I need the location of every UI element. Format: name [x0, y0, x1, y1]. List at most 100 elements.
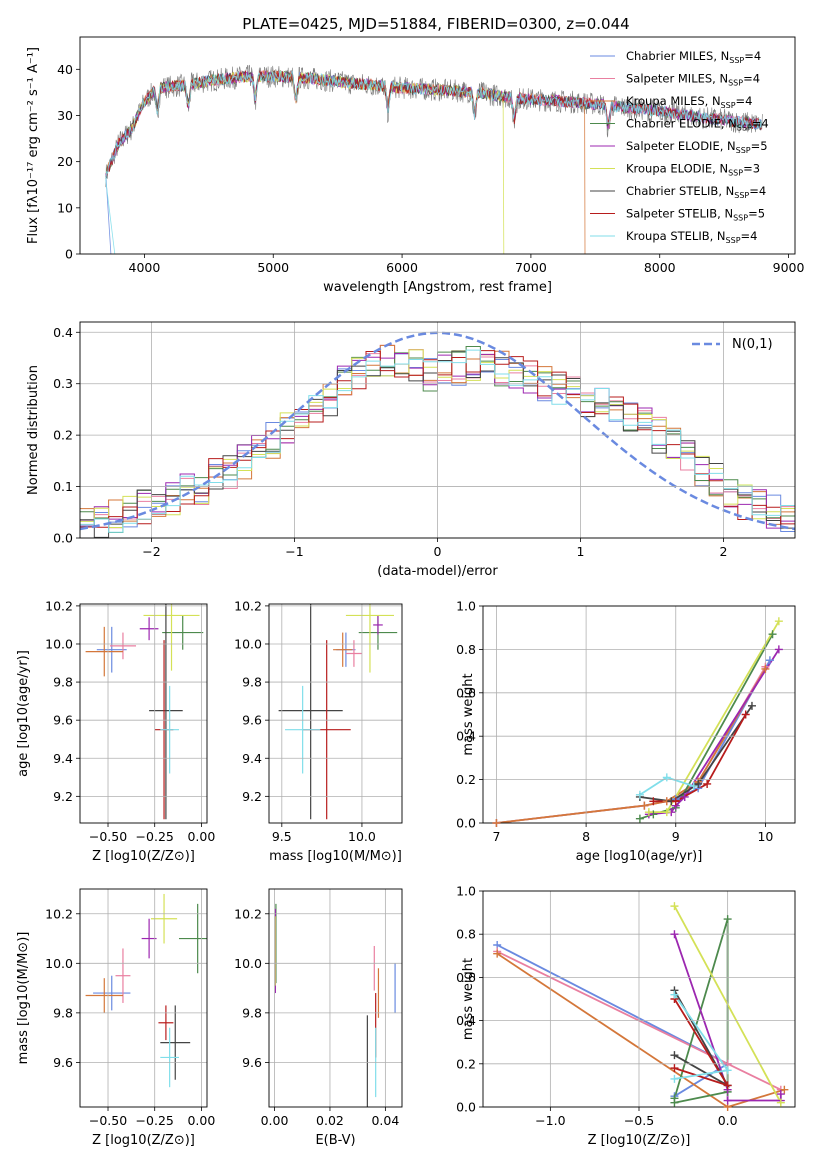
x-axis-label: wavelength [Angstrom, rest frame]: [323, 280, 552, 295]
x-tick-label: 4000: [129, 260, 161, 275]
x-tick-label: −0.50: [89, 1113, 127, 1128]
plus-marker: [670, 1051, 679, 1060]
x-tick-label: −1.0: [535, 1113, 565, 1128]
y-tick-label: 0.4: [53, 325, 73, 340]
plus-marker: [723, 1066, 732, 1075]
x-tick-label: 9000: [773, 260, 805, 275]
axes-spectrum: 4000 5000 6000 7000 8000 9000 0 10 20 30 40 wavelen…: [26, 36, 805, 295]
plus-marker: [689, 782, 698, 791]
x-axis-label: mass [log10(M/M⊙)]: [269, 849, 402, 864]
x-tick-label: 10.0: [348, 829, 376, 844]
axes-mass-weight-vs-age: 7 8 9 10 0.0 0.2 0.4 0.6 0.8 1.0 age [log10(age/yr…: [456, 599, 796, 864]
y-tick-label: 0.0: [53, 531, 73, 546]
legend-label: Salpeter ELODIE, NSSP=5: [626, 139, 768, 155]
y-tick-label: 10.0: [45, 956, 73, 971]
mass-weight-line: [648, 620, 780, 813]
axes-mass-vs-EBV: 0.00 0.02 0.04 9.6 9.8 10.0 10.2 E(B-V): [234, 888, 403, 1148]
x-axis-label: Z [log10(Z/Z⊙)]: [92, 849, 195, 864]
y-tick-label: 0.1: [53, 479, 73, 494]
plus-marker: [493, 949, 502, 958]
legend-label: N(0,1): [732, 337, 773, 352]
x-axis-label: Z [log10(Z/Z⊙)]: [92, 1133, 195, 1148]
plus-marker: [780, 1085, 789, 1094]
y-tick-label: 9.8: [242, 1005, 262, 1020]
axes-frame: [79, 888, 208, 1108]
plus-marker: [694, 779, 703, 788]
y-tick-label: 0.4: [456, 729, 476, 744]
x-tick-label: −0.50: [89, 829, 127, 844]
plus-marker: [670, 1074, 679, 1083]
x-axis-label: (data-model)/error: [377, 564, 498, 579]
plus-marker: [723, 915, 732, 924]
mass-weight-line: [496, 952, 785, 1107]
y-tick-label: 9.2: [242, 789, 262, 804]
plus-marker: [774, 645, 783, 654]
plus-marker: [776, 1090, 785, 1099]
plus-marker: [747, 701, 756, 710]
y-tick-label: 9.8: [242, 675, 262, 690]
y-tick-label: 0: [65, 247, 73, 262]
y-tick-label: 9.2: [53, 789, 73, 804]
plus-marker: [662, 773, 671, 782]
y-tick-label: 10.0: [234, 636, 262, 651]
model-spectrum-line: [105, 69, 586, 254]
x-tick-label: −0.25: [136, 1113, 174, 1128]
x-axis-label: E(B-V): [315, 1133, 355, 1148]
x-tick-label: −0.25: [136, 829, 174, 844]
y-tick-label: 0.3: [53, 376, 73, 391]
x-tick-label: 5000: [257, 260, 289, 275]
y-axis-label: Normed distribution: [26, 365, 41, 495]
plus-marker: [723, 1081, 732, 1090]
axes-frame: [79, 321, 796, 539]
y-tick-label: 0.8: [456, 927, 476, 942]
legend-label: Salpeter STELIB, NSSP=5: [626, 207, 765, 223]
plus-marker: [671, 797, 680, 806]
y-tick-label: 0.2: [53, 428, 73, 443]
legend-label: Kroupa STELIB, NSSP=4: [626, 229, 757, 245]
y-tick-label: 10.2: [234, 598, 262, 613]
axes-frame: [482, 890, 796, 1108]
plus-marker: [670, 930, 679, 939]
y-tick-label: 9.6: [53, 1055, 73, 1070]
plus-marker: [768, 630, 777, 639]
plus-marker: [640, 801, 649, 810]
y-tick-label: 10.0: [234, 956, 262, 971]
legend-label: Kroupa MILES, NSSP=4: [626, 94, 752, 110]
y-tick-label: 9.4: [242, 751, 262, 766]
axes-residual-hist: −2 −1 0 1 2 0.0 0.1 0.2 0.3 0.4 (data-model)/error…: [26, 321, 796, 579]
y-tick-label: 0.6: [456, 685, 476, 700]
plus-marker: [635, 814, 644, 823]
x-tick-label: −2: [142, 544, 160, 559]
axes-mass-weight-vs-Z: −1.0 −0.5 0.0 0.0 0.2 0.4 0.6 0.8 1.0 Z [log10(Z/…: [456, 884, 796, 1148]
y-tick-label: 0.4: [456, 1013, 476, 1028]
x-tick-label: 8: [582, 829, 590, 844]
x-tick-label: 0.00: [187, 1113, 215, 1128]
plus-marker: [723, 1096, 732, 1105]
y-tick-label: 9.6: [242, 713, 262, 728]
y-tick-label: 40: [57, 62, 73, 77]
mass-weight-line: [496, 659, 771, 823]
mass-weight-line: [639, 705, 753, 803]
legend-label: Chabrier MILES, NSSP=4: [626, 49, 761, 65]
x-tick-label: 0.00: [187, 829, 215, 844]
y-tick-label: 0.2: [456, 1056, 476, 1071]
x-tick-label: 2: [720, 544, 728, 559]
y-tick-label: 0.0: [456, 1100, 476, 1115]
x-tick-label: 0.0: [718, 1113, 738, 1128]
model-spectrum-line: [105, 70, 762, 254]
y-tick-label: 1.0: [456, 599, 476, 614]
plus-marker: [649, 797, 658, 806]
x-tick-label: 0.02: [316, 1113, 344, 1128]
y-tick-label: 10.0: [45, 636, 73, 651]
plus-marker: [662, 808, 671, 817]
plus-marker: [761, 664, 770, 673]
y-tick-label: 1.0: [456, 884, 476, 899]
y-tick-label: 0.2: [456, 772, 476, 787]
x-tick-label: −1: [285, 544, 303, 559]
y-tick-label: 0.6: [456, 970, 476, 985]
x-tick-label: 10: [757, 829, 773, 844]
y-tick-label: 9.6: [242, 1055, 262, 1070]
y-tick-label: 10: [57, 200, 73, 215]
x-tick-label: 7: [492, 829, 500, 844]
